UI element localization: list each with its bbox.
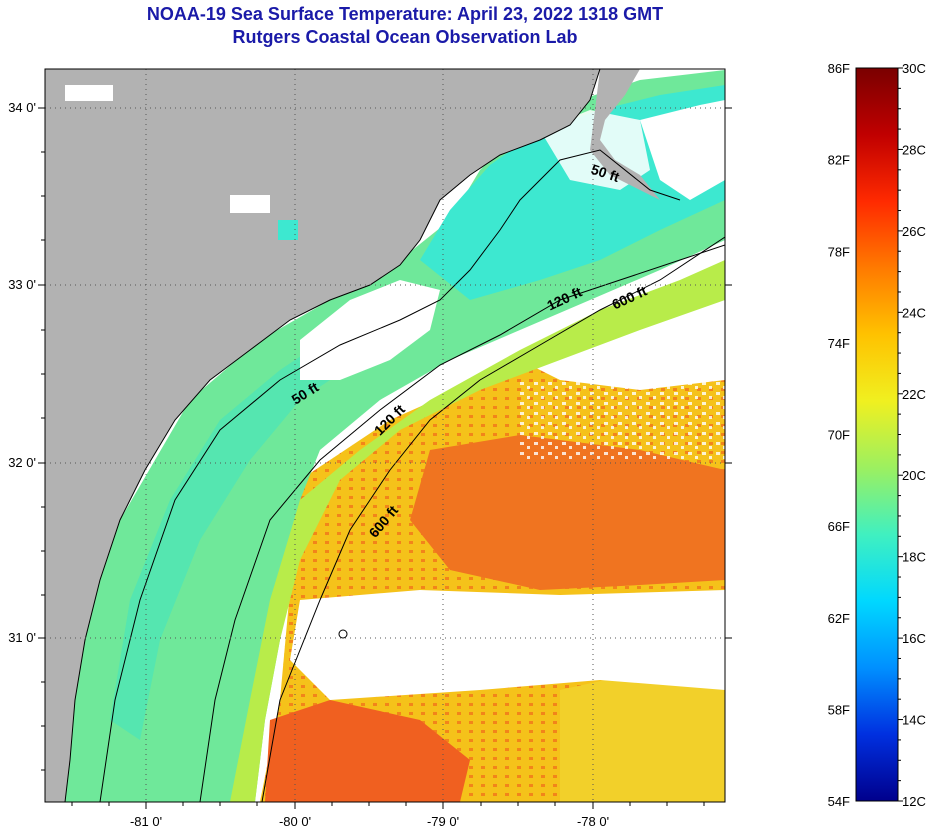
colorbar-f-label: 86F <box>828 61 850 76</box>
map-frame <box>44 68 726 803</box>
gulf-stream-south <box>265 700 470 802</box>
lon-label-81: -81 0' <box>130 814 162 829</box>
lon-label-79: -79 0' <box>427 814 459 829</box>
isobath-50ft <box>99 149 681 802</box>
cloud-band-1 <box>290 590 725 700</box>
nearshore-cloud <box>300 280 440 380</box>
colorbar-c-label: 18C <box>902 550 926 565</box>
colorbar-f-label: 82F <box>828 153 850 168</box>
title-line-2: Rutgers Coastal Ocean Observation Lab <box>232 27 578 47</box>
colorbar-f-label: 66F <box>828 519 850 534</box>
colorbar-f-label: 62F <box>828 611 850 626</box>
colorbar-c-label: 24C <box>902 305 926 320</box>
isobath-120ft <box>199 244 725 802</box>
axis-ticks <box>38 107 732 809</box>
colorbar-gradient <box>855 67 899 802</box>
colorbar-f-label: 58F <box>828 702 850 717</box>
colorbar-f-label: 70F <box>828 428 850 443</box>
colorbar-c-label: 28C <box>902 142 926 157</box>
cloud-band-2 <box>520 300 725 390</box>
lon-label-80: -80 0' <box>279 814 311 829</box>
mid-shelf-water <box>230 260 725 802</box>
title-line-1: NOAA-19 Sea Surface Temperature: April 2… <box>146 4 664 24</box>
isobath-600ft <box>261 236 725 802</box>
warm-patch-east <box>560 670 725 802</box>
colorbar-c-label: 16C <box>902 631 926 646</box>
colorbar-c-label: 22C <box>902 387 926 402</box>
land <box>45 69 600 802</box>
coastline <box>64 69 601 802</box>
lat-label-31: 31 0' <box>8 630 36 645</box>
colorbar-c-label: 30C <box>902 61 926 76</box>
gulf-stream-core <box>410 435 725 590</box>
colorbar-f-label: 54F <box>828 794 850 809</box>
colorbar-c-label: 14C <box>902 713 926 728</box>
colorbar-f-label: 74F <box>828 336 850 351</box>
offshore-cloud-3 <box>640 100 725 200</box>
graticule <box>45 69 725 802</box>
colorbar-f-label: 78F <box>828 244 850 259</box>
lat-label-34: 34 0' <box>8 100 36 115</box>
land-ne <box>590 69 660 200</box>
lat-label-33: 33 0' <box>8 277 36 292</box>
lat-label-32: 32 0' <box>8 455 36 470</box>
lon-label-78: -78 0' <box>577 814 609 829</box>
colorbar-c-label: 20C <box>902 468 926 483</box>
colorbar-c-label: 26C <box>902 224 926 239</box>
colorbar-c-label: 12C <box>902 794 926 809</box>
